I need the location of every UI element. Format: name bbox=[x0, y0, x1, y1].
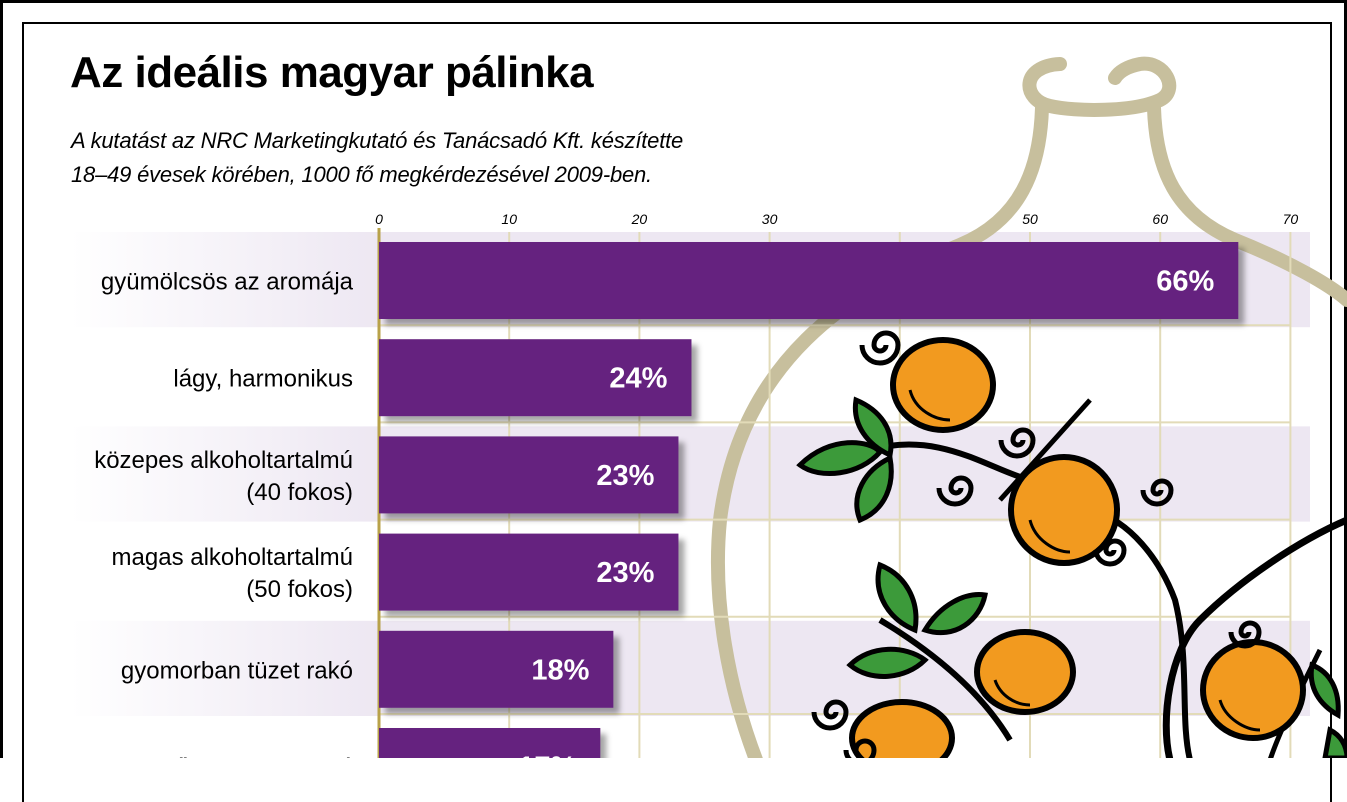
x-tick-label: 50 bbox=[1022, 211, 1038, 227]
bar bbox=[379, 436, 679, 514]
fruit bbox=[1200, 639, 1306, 741]
fruit bbox=[1008, 454, 1120, 566]
x-tick-label: 0 bbox=[375, 211, 383, 227]
x-tick-label: 20 bbox=[631, 211, 648, 227]
category-label: közepes alkoholtartalmú bbox=[94, 447, 353, 474]
row-band bbox=[70, 620, 1310, 716]
leaf bbox=[846, 561, 988, 679]
leaf bbox=[796, 396, 894, 524]
category-label: erős, torkot kaparó bbox=[153, 755, 353, 759]
inner-frame bbox=[22, 22, 1332, 802]
outer-border bbox=[0, 0, 1347, 758]
bar-value-label: 18% bbox=[531, 654, 589, 686]
category-label: lágy, harmonikus bbox=[173, 366, 353, 393]
vine-curls bbox=[811, 330, 1262, 758]
x-tick-label: 70 bbox=[1283, 211, 1299, 227]
chart-subtitle-line-2: 18–49 évesek körében, 1000 fő megkérdezé… bbox=[71, 162, 652, 187]
bar bbox=[379, 533, 679, 611]
chart-subtitle-line-1: A kutatást az NRC Marketingkutató és Tan… bbox=[71, 128, 684, 153]
x-tick-label: 60 bbox=[1152, 211, 1168, 227]
category-label: (40 fokos) bbox=[246, 479, 353, 506]
bar-value-label: 17% bbox=[518, 752, 576, 759]
chart-title: Az ideális magyar pálinka bbox=[70, 48, 594, 97]
x-tick-label: 30 bbox=[762, 211, 778, 227]
leaf bbox=[1308, 661, 1347, 758]
bar-value-label: 23% bbox=[596, 557, 654, 589]
chart: 0 10 20 30 50 60 70 66% gyümölcsös az aromája 24… bbox=[70, 56, 1347, 759]
x-tick-label: 10 bbox=[501, 211, 517, 227]
bar bbox=[379, 242, 1239, 319]
bar-value-label: 24% bbox=[609, 363, 667, 395]
bottle-decoration bbox=[710, 56, 1347, 758]
category-label: gyomorban tüzet rakó bbox=[121, 657, 353, 684]
category-label: magas alkoholtartalmú bbox=[112, 544, 353, 571]
bar-value-label: 66% bbox=[1156, 266, 1214, 298]
row-band bbox=[70, 426, 1310, 522]
fruit bbox=[890, 337, 996, 433]
fruit-vine-decoration bbox=[796, 330, 1347, 758]
bar bbox=[379, 339, 692, 417]
category-label: gyümölcsös az aromája bbox=[101, 269, 354, 296]
bar bbox=[379, 728, 601, 758]
bar bbox=[379, 630, 614, 708]
bar-value-label: 23% bbox=[596, 460, 654, 492]
fruit bbox=[974, 629, 1076, 715]
category-label: (50 fokos) bbox=[246, 576, 353, 603]
fruit bbox=[849, 699, 955, 758]
